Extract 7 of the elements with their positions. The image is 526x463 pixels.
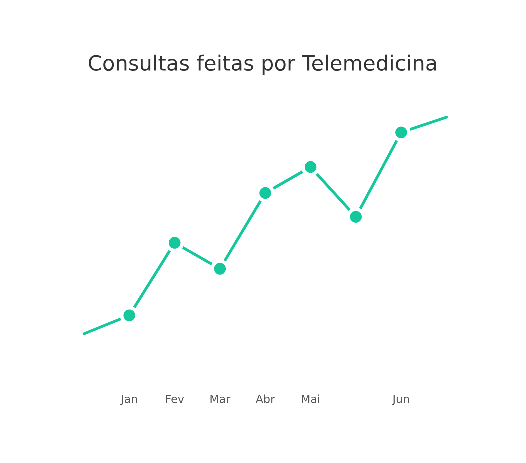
- x-tick-label: Jun: [392, 395, 410, 406]
- chart-title: Consultas feitas por Telemedicina: [89, 54, 436, 76]
- x-tick-label: Abr: [256, 394, 276, 404]
- x-tick-label: Jan: [120, 395, 138, 406]
- x-tick-label: Mar: [210, 395, 231, 404]
- x-tick-label: Mai: [302, 394, 320, 404]
- x-tick-label: Fev: [166, 395, 184, 404]
